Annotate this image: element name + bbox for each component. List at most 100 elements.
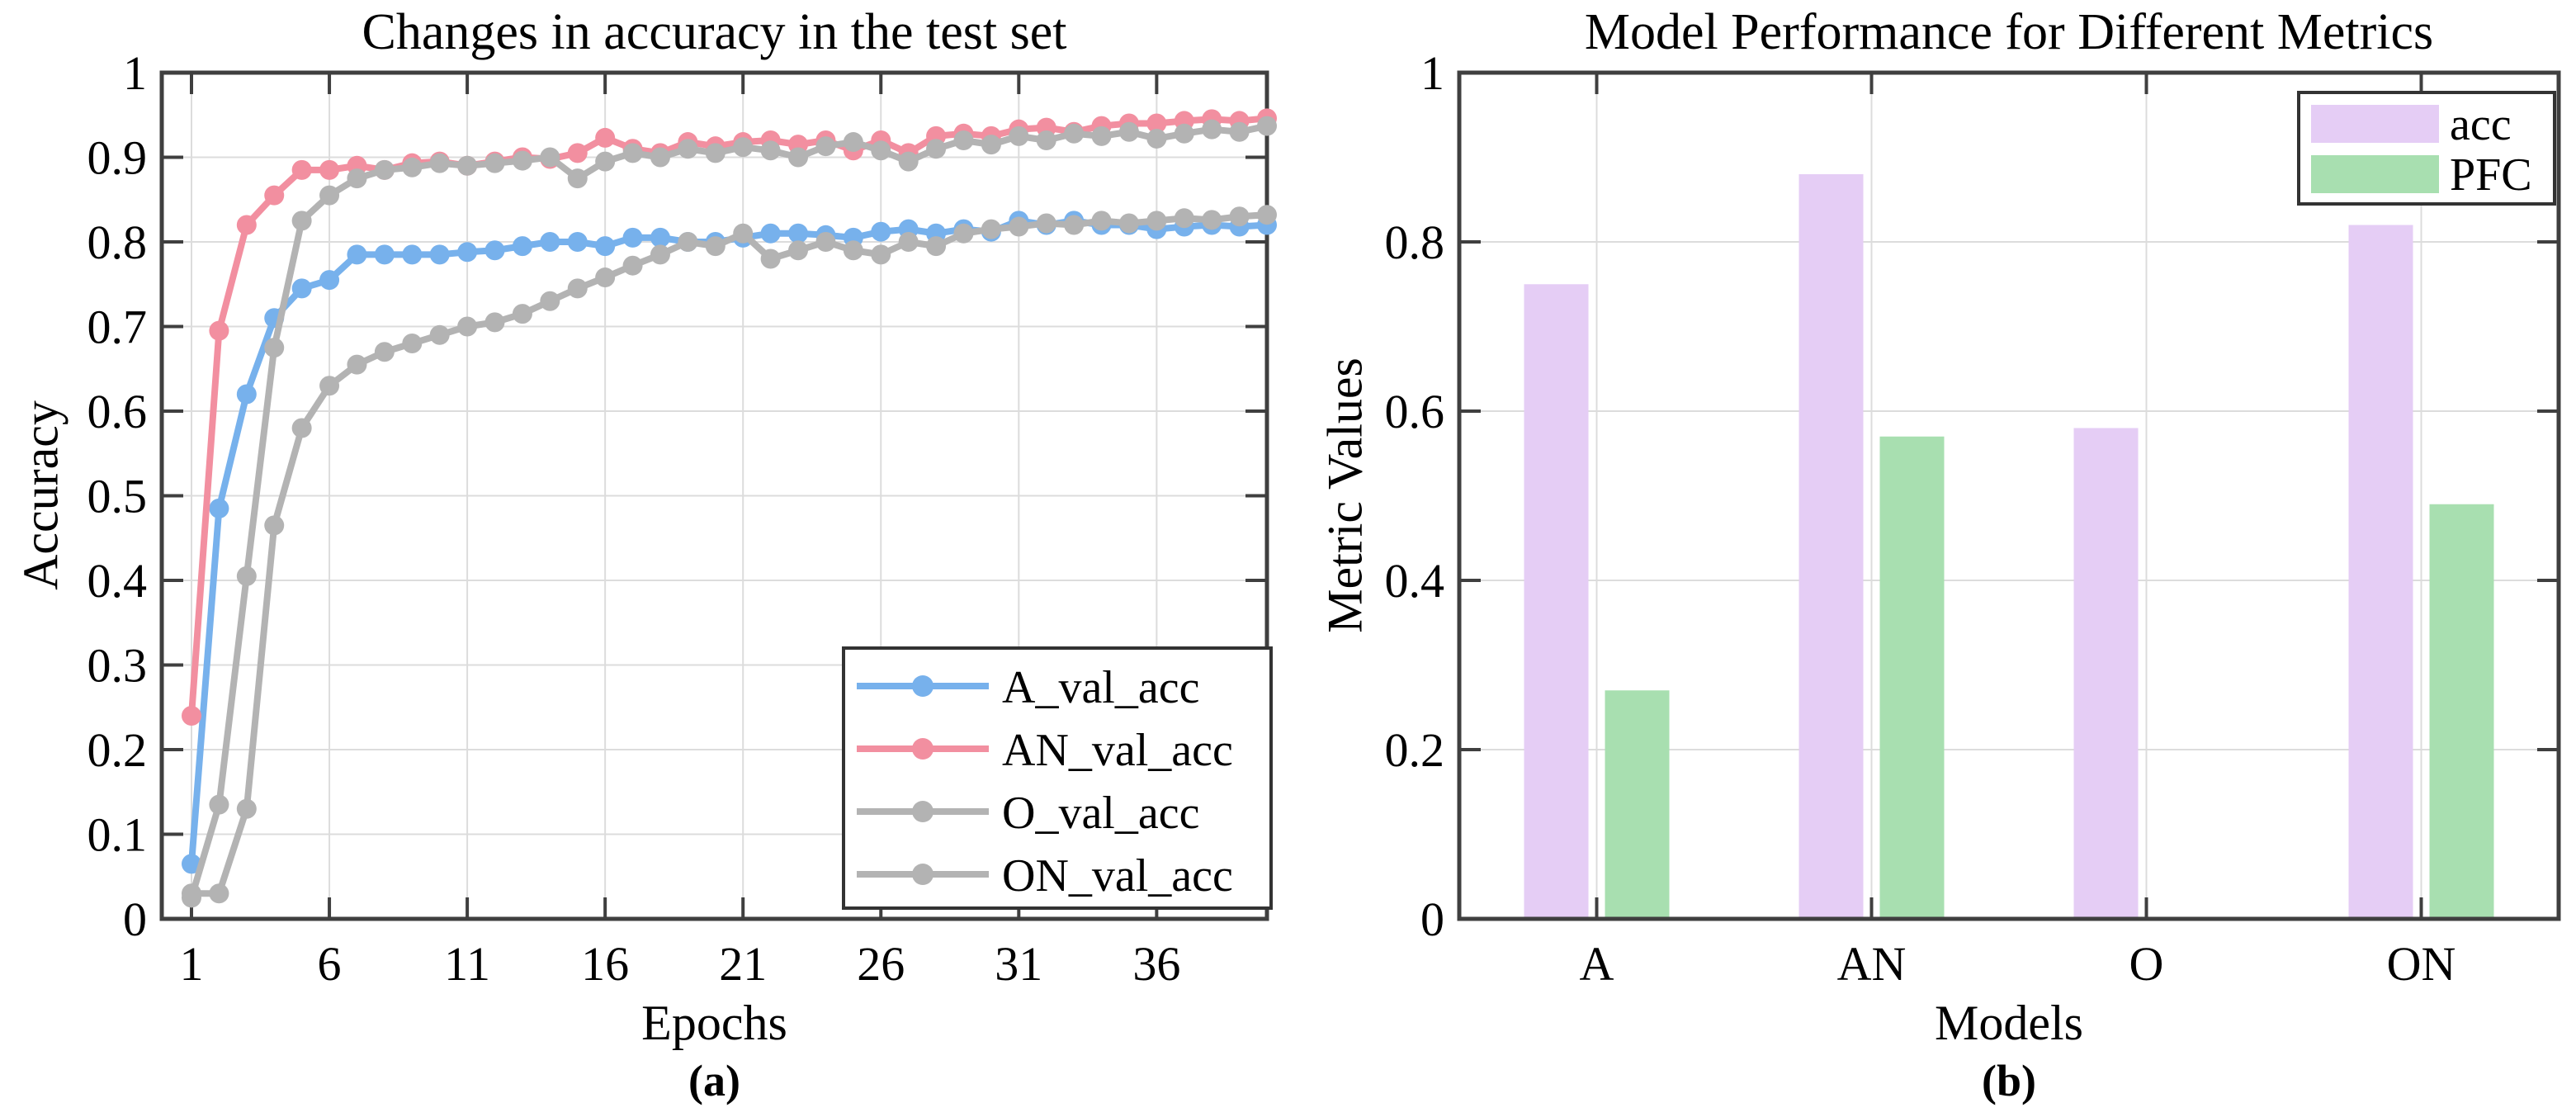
bar-chart-ylabel: Metric Values	[1317, 357, 1373, 633]
legend-marker	[912, 738, 934, 760]
bar-acc-O	[2073, 428, 2139, 919]
data-point	[402, 244, 423, 265]
data-point	[733, 223, 754, 244]
legend-swatch	[2311, 105, 2439, 143]
data-point	[871, 244, 891, 265]
line-chart-ylabel: Accuracy	[13, 400, 69, 590]
y-tick-label: 0.6	[87, 385, 148, 438]
data-point	[540, 147, 560, 168]
data-point	[512, 150, 532, 171]
data-point	[1146, 211, 1167, 231]
legend-marker	[912, 864, 934, 885]
panel-b-label: (b)	[1982, 1056, 2036, 1105]
data-point	[1202, 119, 1222, 140]
x-category-label: O	[2129, 937, 2164, 991]
data-point	[1118, 213, 1139, 234]
data-point	[374, 244, 395, 265]
data-point	[981, 135, 1001, 155]
data-point	[319, 185, 340, 206]
legend-label: AN_val_acc	[1002, 725, 1233, 776]
data-point	[622, 227, 643, 248]
bar-chart-xlabel: Models	[1935, 996, 2083, 1050]
data-point	[567, 143, 588, 163]
data-point	[540, 232, 560, 252]
data-point	[788, 147, 809, 168]
data-point	[926, 236, 947, 257]
data-point	[650, 147, 670, 168]
x-category-label: ON	[2387, 937, 2456, 991]
data-point	[595, 151, 616, 172]
data-point	[429, 153, 450, 173]
data-point	[291, 159, 312, 180]
data-point	[926, 139, 947, 159]
data-point	[182, 854, 201, 874]
data-point	[595, 267, 616, 288]
line-chart-xlabel: Epochs	[641, 996, 787, 1050]
bar-chart-ticks	[1459, 71, 2559, 921]
data-point	[567, 278, 588, 299]
data-point	[484, 153, 505, 173]
data-point	[1091, 125, 1112, 146]
data-point	[1036, 213, 1056, 234]
data-point	[236, 384, 257, 405]
legend-label: PFC	[2450, 149, 2532, 201]
data-point	[705, 143, 726, 163]
series-markers-O_val_acc	[182, 116, 1277, 908]
data-point	[843, 132, 863, 153]
data-point	[595, 236, 616, 257]
y-tick-label: 0.2	[1385, 723, 1445, 777]
data-point	[760, 140, 781, 161]
data-point	[567, 232, 588, 252]
data-point	[871, 140, 891, 161]
data-point	[1202, 210, 1222, 230]
y-tick-label: 0.4	[87, 554, 148, 608]
data-point	[981, 219, 1001, 239]
y-tick-label: 0	[123, 892, 147, 946]
x-category-label: AN	[1837, 937, 1907, 991]
bar-PFC-A	[1605, 690, 1670, 919]
data-point	[512, 304, 532, 324]
data-point	[264, 338, 285, 358]
legend-marker	[912, 801, 934, 822]
data-point	[1009, 216, 1029, 237]
data-point	[236, 798, 257, 819]
data-point	[182, 883, 201, 904]
bar-acc-AN	[1798, 174, 1864, 919]
data-point	[319, 270, 340, 291]
panel-a-label: (a)	[688, 1056, 740, 1105]
data-point	[291, 211, 312, 231]
data-point	[236, 215, 257, 235]
data-point	[760, 223, 781, 244]
legend-label: acc	[2450, 99, 2512, 150]
data-point	[540, 291, 560, 311]
x-tick-label: 36	[1132, 937, 1180, 991]
y-tick-label: 0.1	[87, 808, 148, 862]
data-point	[264, 515, 285, 536]
data-point	[953, 130, 974, 150]
legend-label: A_val_acc	[1002, 662, 1199, 713]
data-point	[236, 566, 257, 586]
data-point	[402, 334, 423, 353]
series-line-ON_val_acc	[188, 211, 1270, 897]
x-tick-label: 16	[581, 937, 629, 991]
data-point	[1174, 123, 1194, 144]
data-point	[429, 244, 450, 265]
data-point	[291, 418, 312, 438]
data-point	[1091, 211, 1112, 231]
y-tick-label: 0.5	[87, 470, 148, 523]
bar-acc-ON	[2348, 225, 2413, 919]
legend-label: ON_val_acc	[1002, 850, 1233, 902]
series-markers-AN_val_acc	[182, 108, 1277, 726]
data-point	[678, 139, 698, 159]
bar-chart-title: Model Performance for Different Metrics	[1584, 4, 2434, 60]
bar-acc-A	[1524, 284, 1589, 919]
data-point	[182, 706, 201, 726]
data-point	[209, 794, 229, 815]
y-tick-label: 0	[1420, 892, 1444, 946]
data-point	[622, 143, 643, 163]
data-point	[871, 221, 891, 242]
x-tick-label: 31	[995, 937, 1042, 991]
data-point	[1257, 205, 1277, 225]
